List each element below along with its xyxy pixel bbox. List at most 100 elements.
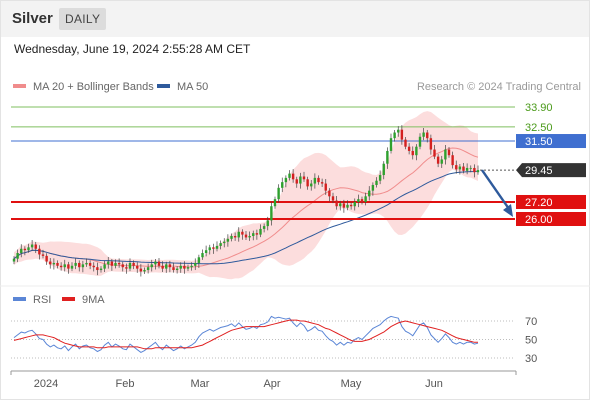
candle-body <box>455 165 458 170</box>
candle-body <box>201 253 204 258</box>
candle-body <box>299 176 302 184</box>
candle-body <box>230 236 233 239</box>
rsi-legend-swatch-1 <box>62 297 75 301</box>
candle-body <box>168 264 172 268</box>
current-price-label: 29.45 <box>525 165 553 177</box>
candle-body <box>165 264 168 269</box>
rsi-line <box>13 315 479 353</box>
candle-body <box>295 179 298 184</box>
candle-body <box>422 132 425 137</box>
candle-body <box>59 265 63 268</box>
candle-body <box>70 265 74 269</box>
candle-body <box>56 262 59 266</box>
candle-body <box>88 262 92 266</box>
candle-body <box>204 250 208 254</box>
candle-body <box>378 175 382 181</box>
candle-body <box>241 231 244 235</box>
candle-body <box>360 199 364 202</box>
candle-body <box>284 177 288 183</box>
candle-body <box>41 254 45 256</box>
rsi-level-label-70: 70 <box>525 316 537 328</box>
candle-body <box>157 261 161 266</box>
candle-body <box>96 267 99 271</box>
candle-body <box>244 234 248 238</box>
candle-body <box>371 184 375 191</box>
candle-body <box>400 129 404 140</box>
candle-body <box>16 253 19 259</box>
timestamp: Wednesday, June 19, 2024 2:55:28 AM CET <box>14 42 251 56</box>
legend-swatch-1 <box>157 84 170 88</box>
resistance-2-label: 33.90 <box>525 102 553 114</box>
candle-body <box>121 264 124 268</box>
timeframe-badge[interactable]: DAILY <box>59 8 107 30</box>
candle-body <box>30 244 34 248</box>
candle-body <box>277 187 280 200</box>
candle-body <box>476 170 480 173</box>
candle-body <box>353 201 356 207</box>
candle-body <box>136 265 139 269</box>
x-tick-label: 2024 <box>34 378 58 390</box>
candle-body <box>270 206 273 221</box>
candle-body <box>212 247 215 249</box>
rsi-ma9-line <box>13 319 478 350</box>
candle-body <box>462 166 465 171</box>
candle-body <box>386 150 389 164</box>
candle-body <box>233 236 237 238</box>
candle-body <box>364 196 367 202</box>
candle-body <box>150 264 153 268</box>
candle-body <box>407 146 411 151</box>
candle-body <box>74 262 77 266</box>
candle-body <box>291 173 295 180</box>
candle-body <box>346 204 349 208</box>
candle-body <box>186 267 190 269</box>
candle-body <box>215 245 219 249</box>
candle-body <box>237 231 240 238</box>
candle-body <box>306 179 309 187</box>
candle-body <box>226 238 230 242</box>
candle-body <box>465 167 469 171</box>
candle-body <box>415 146 418 156</box>
candle-body <box>252 233 255 237</box>
x-tick-label: Mar <box>191 378 210 390</box>
candle-body <box>45 255 48 262</box>
candle-body <box>172 267 175 271</box>
candle-body <box>357 199 360 202</box>
candle-body <box>310 183 313 187</box>
candle-body <box>117 262 121 265</box>
candle-body <box>255 233 259 235</box>
candle-body <box>436 156 440 164</box>
candle-body <box>266 220 269 227</box>
candle-body <box>339 203 342 207</box>
rsi-legend-label-1: 9MA <box>82 294 105 306</box>
candle-body <box>469 167 472 169</box>
candle-body <box>375 180 378 185</box>
candle-body <box>259 228 262 235</box>
ma20-line <box>13 147 479 268</box>
candle-body <box>103 264 106 269</box>
x-tick-label: Apr <box>263 378 280 390</box>
candle-body <box>382 163 385 176</box>
candle-body <box>288 173 291 178</box>
candle-body <box>12 258 16 262</box>
candle-body <box>78 262 81 268</box>
candle-body <box>273 199 277 207</box>
candle-body <box>248 236 251 238</box>
candle-body <box>451 155 454 166</box>
candle-body <box>161 265 164 269</box>
support-1-label: 27.20 <box>525 197 553 209</box>
candle-body <box>20 248 23 254</box>
candle-body <box>99 268 103 271</box>
pivot-tag <box>516 134 586 149</box>
x-tick-label: Feb <box>116 378 135 390</box>
candle-body <box>27 247 30 251</box>
resistance-1-label: 32.50 <box>525 122 553 134</box>
candle-body <box>143 270 146 272</box>
candle-body <box>302 176 306 180</box>
candle-body <box>404 139 407 147</box>
rsi-legend-swatch-0 <box>13 297 26 301</box>
candle-body <box>447 149 451 156</box>
candle-body <box>92 265 95 268</box>
candle-body <box>175 268 179 271</box>
candle-body <box>146 267 150 271</box>
